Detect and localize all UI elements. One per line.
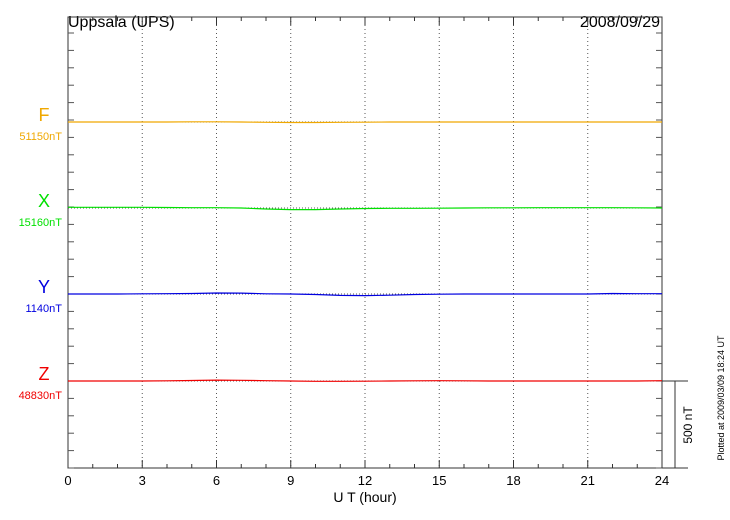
series-name-x: X bbox=[38, 191, 50, 211]
series-name-f: F bbox=[39, 105, 50, 125]
plot-frame bbox=[67, 16, 663, 469]
series-name-z: Z bbox=[39, 364, 50, 384]
series-baseline-x: 15160nT bbox=[19, 217, 63, 229]
series-baseline-f: 51150nT bbox=[19, 131, 62, 143]
series-baseline-z: 48830nT bbox=[19, 390, 63, 402]
chart-title: Uppsala (UPS) bbox=[68, 14, 175, 31]
x-tick-label: 0 bbox=[64, 473, 71, 488]
x-tick-label: 24 bbox=[655, 473, 669, 488]
chart-date: 2008/09/29 bbox=[580, 14, 660, 31]
series-line-z bbox=[68, 379, 663, 382]
series-name-y: Y bbox=[38, 277, 50, 297]
x-tick-label: 21 bbox=[581, 473, 595, 488]
series-line-y bbox=[68, 292, 662, 297]
x-axis-label: U T (hour) bbox=[333, 489, 396, 505]
x-tick-label: 6 bbox=[213, 473, 220, 488]
x-tick-label: 3 bbox=[139, 473, 146, 488]
plotted-timestamp: Plotted at 2009/03/09 18:24 UT bbox=[716, 335, 726, 461]
series-line-x bbox=[68, 206, 663, 211]
x-tick-label: 15 bbox=[432, 473, 446, 488]
x-tick-label: 18 bbox=[506, 473, 520, 488]
x-tick-label: 9 bbox=[287, 473, 294, 488]
series-line-f bbox=[68, 121, 662, 124]
scale-bar-label: 500 nT bbox=[681, 406, 695, 444]
series-baseline-y: 1140nT bbox=[26, 303, 63, 315]
x-tick-label: 12 bbox=[358, 473, 372, 488]
